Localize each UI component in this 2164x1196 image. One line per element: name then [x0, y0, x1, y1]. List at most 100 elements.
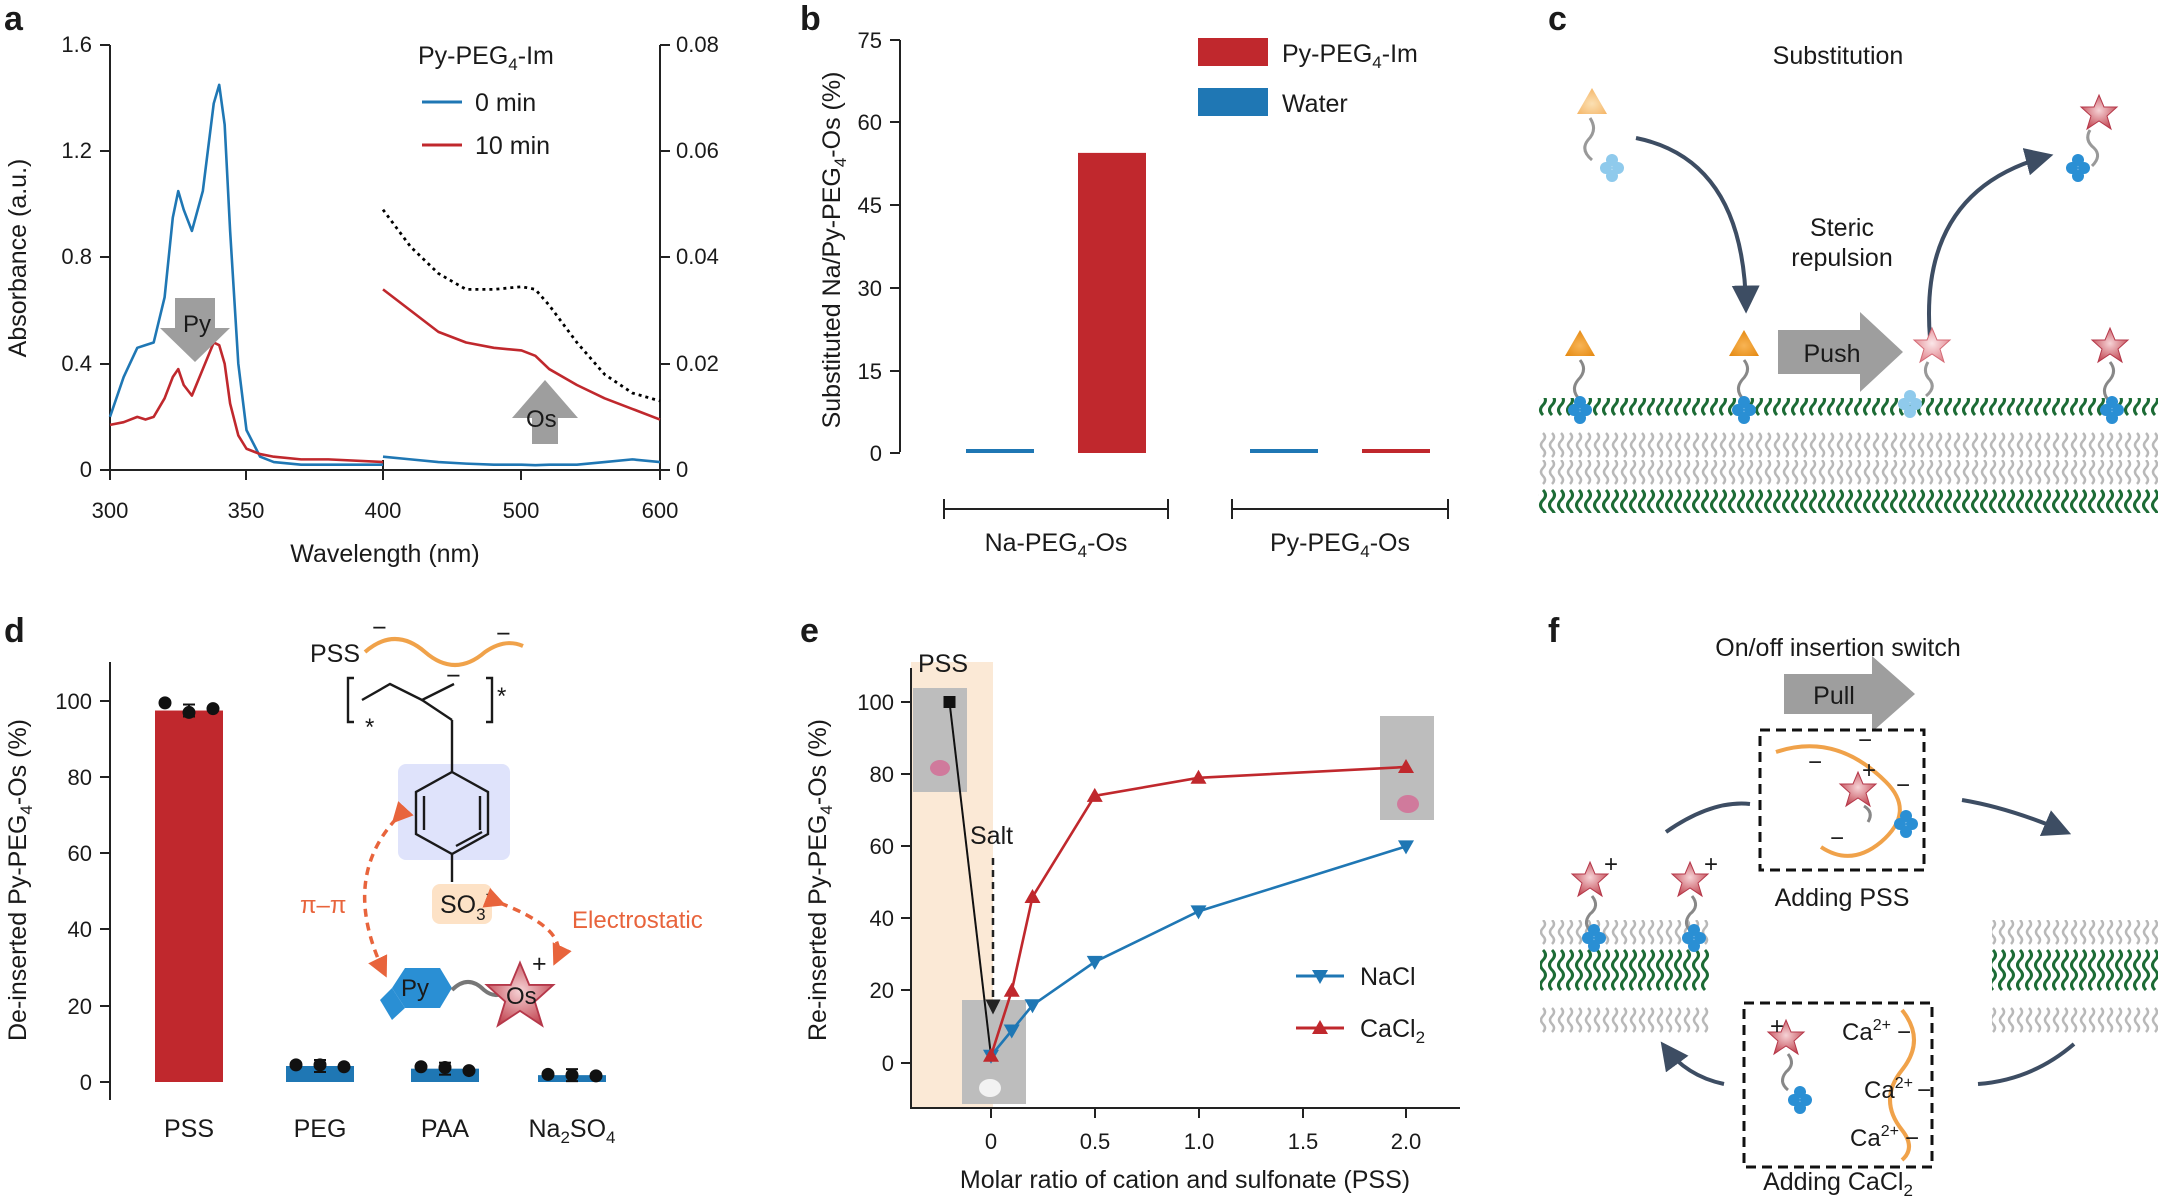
os-star-icon [2080, 94, 2118, 130]
legend-swatch-water [1198, 88, 1268, 116]
tick-label: 400 [365, 498, 402, 523]
panel-label-a: a [4, 0, 24, 38]
imidazole-icon [1729, 330, 1759, 356]
y-axis-label: Substituted Na/Py-PEG4-Os (%) [818, 72, 850, 429]
y-axis-label: Absorbance (a.u.) [4, 159, 32, 358]
os-label: Os [526, 406, 557, 433]
tick-label: 600 [642, 498, 679, 523]
panel-label-f: f [1548, 612, 1560, 650]
panel-label-e: e [800, 612, 819, 650]
data-point [565, 1068, 579, 1082]
pss-structure: PSS − − − * * SO3− π–π Electrostatic [300, 614, 703, 1027]
tick-label: 2.0 [1391, 1129, 1422, 1154]
tick-label: 0.08 [676, 32, 719, 57]
legend-label: Py-PEG4-Im [1282, 40, 1418, 72]
push-label: Push [1804, 340, 1861, 368]
pss-chain [1775, 744, 1902, 858]
pyrene-hexagon-icon [392, 968, 452, 1008]
legend: Py-PEG4-Im 0 min 10 min [418, 42, 554, 160]
molecule-in-ca: + [1767, 1013, 1812, 1114]
py-label: Py [183, 311, 211, 338]
panel-e: e 100 80 60 40 20 0 0 0.5 1.0 1.5 2.0 Mo… [800, 612, 1460, 1194]
tick-label: 1.2 [61, 138, 92, 163]
legend-label: NaCl [1360, 963, 1416, 991]
panel-b-y-ticks: 75 60 45 30 15 0 [858, 28, 882, 466]
steric-label: repulsion [1791, 244, 1892, 272]
tick-label: 0 [80, 1070, 92, 1095]
panel-d: d 100 80 60 40 20 0 De-inserted Py-PEG4-… [4, 612, 703, 1147]
panel-e-lines [943, 696, 1414, 1064]
series-line-CaCl2 [989, 765, 1407, 1057]
tick-label: 60 [68, 841, 92, 866]
pss-point [943, 696, 956, 708]
adding-pss-label: Adding PSS [1775, 884, 1910, 912]
tick-label: 20 [68, 994, 92, 1019]
charge-plus: + [532, 950, 547, 978]
membrane [1540, 920, 1710, 1035]
tick-label: 40 [68, 917, 92, 942]
charge-plus: + [1770, 1013, 1784, 1040]
series-line-right-10-min [382, 288, 661, 421]
switch-title: On/off insertion switch [1715, 634, 1960, 662]
charge-minus: − [1896, 772, 1910, 799]
curved-arrow [1927, 148, 2054, 339]
x-axis-label: Wavelength (nm) [290, 540, 479, 568]
x-group-label: Na-PEG4-Os [985, 529, 1128, 561]
marker-CaCl2 [1024, 888, 1041, 903]
panel-label-d: d [4, 612, 25, 650]
pss-label: PSS [310, 640, 360, 668]
tick-label: 1.6 [61, 32, 92, 57]
tick-label: 75 [858, 28, 882, 53]
panel-e-axes [901, 668, 1460, 1118]
os-star-icon [1671, 861, 1709, 897]
data-point [182, 705, 196, 719]
so3-highlight [432, 884, 492, 924]
marker-NaCl [1024, 999, 1041, 1014]
py-arrow: Py [160, 298, 230, 362]
imidazole-icon [1577, 88, 1607, 114]
panel-a-y-ticks-right: 0.08 0.06 0.04 0.02 0 [676, 32, 719, 482]
molecule-f2: + [1671, 851, 1718, 952]
panel-d-axes [100, 662, 111, 1100]
category-label: PSS [164, 1115, 214, 1143]
bar-PSS [155, 710, 223, 1082]
charge-minus: − [1830, 825, 1844, 852]
data-point [289, 1058, 303, 1072]
molecule-inserted-1 [1565, 330, 1595, 424]
py-label: Py [401, 975, 429, 1002]
curved-arrow [1635, 136, 1760, 314]
tick-label: 20 [870, 978, 894, 1003]
tick-label: 0.5 [1080, 1129, 1111, 1154]
tick-label: 350 [228, 498, 265, 523]
legend-label: 10 min [475, 132, 550, 160]
pss-connector [948, 701, 992, 1056]
tick-label: 0.8 [61, 244, 92, 269]
tick-label: 0 [882, 1051, 894, 1076]
cycle-arrow [1961, 798, 2072, 837]
data-point [462, 1064, 476, 1078]
bar-Water-0 [966, 449, 1034, 453]
legend: NaCl CaCl2 [1296, 963, 1425, 1047]
marker-NaCl [1190, 905, 1207, 920]
os-star-icon [2091, 327, 2129, 363]
tick-label: 40 [870, 906, 894, 931]
x-group-label: Py-PEG4-Os [1270, 529, 1410, 561]
tick-label: 60 [858, 110, 882, 135]
molecule-light-top-left [1577, 88, 1624, 182]
cycle-arrow [1660, 1041, 1725, 1086]
marker-CaCl2 [1398, 758, 1414, 773]
substitution-title: Substitution [1773, 42, 1904, 70]
marker-NaCl [1003, 1024, 1020, 1039]
ca-ion: Ca2+ − [1842, 1017, 1911, 1046]
pull-arrow: Pull [1784, 656, 1915, 732]
steric-label: Steric [1810, 214, 1874, 242]
panel-d-x-labels: PSS PEG PAA Na2SO4 [164, 1115, 616, 1147]
panel-a-lines [108, 83, 661, 467]
tick-label: 0.06 [676, 138, 719, 163]
molecule-in-pss [1839, 771, 1918, 838]
series-line-right-difference [381, 208, 661, 403]
tick-label: 0.4 [61, 351, 92, 376]
charge-plus: + [1862, 757, 1876, 784]
x-axis-label: Molar ratio of cation and sulfonate (PSS… [960, 1166, 1410, 1194]
tick-label: 300 [92, 498, 129, 523]
